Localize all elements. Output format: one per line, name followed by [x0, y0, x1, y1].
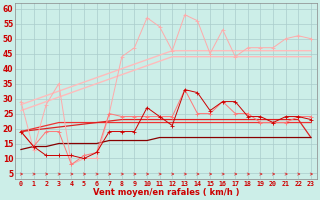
- X-axis label: Vent moyen/en rafales ( km/h ): Vent moyen/en rafales ( km/h ): [93, 188, 239, 197]
